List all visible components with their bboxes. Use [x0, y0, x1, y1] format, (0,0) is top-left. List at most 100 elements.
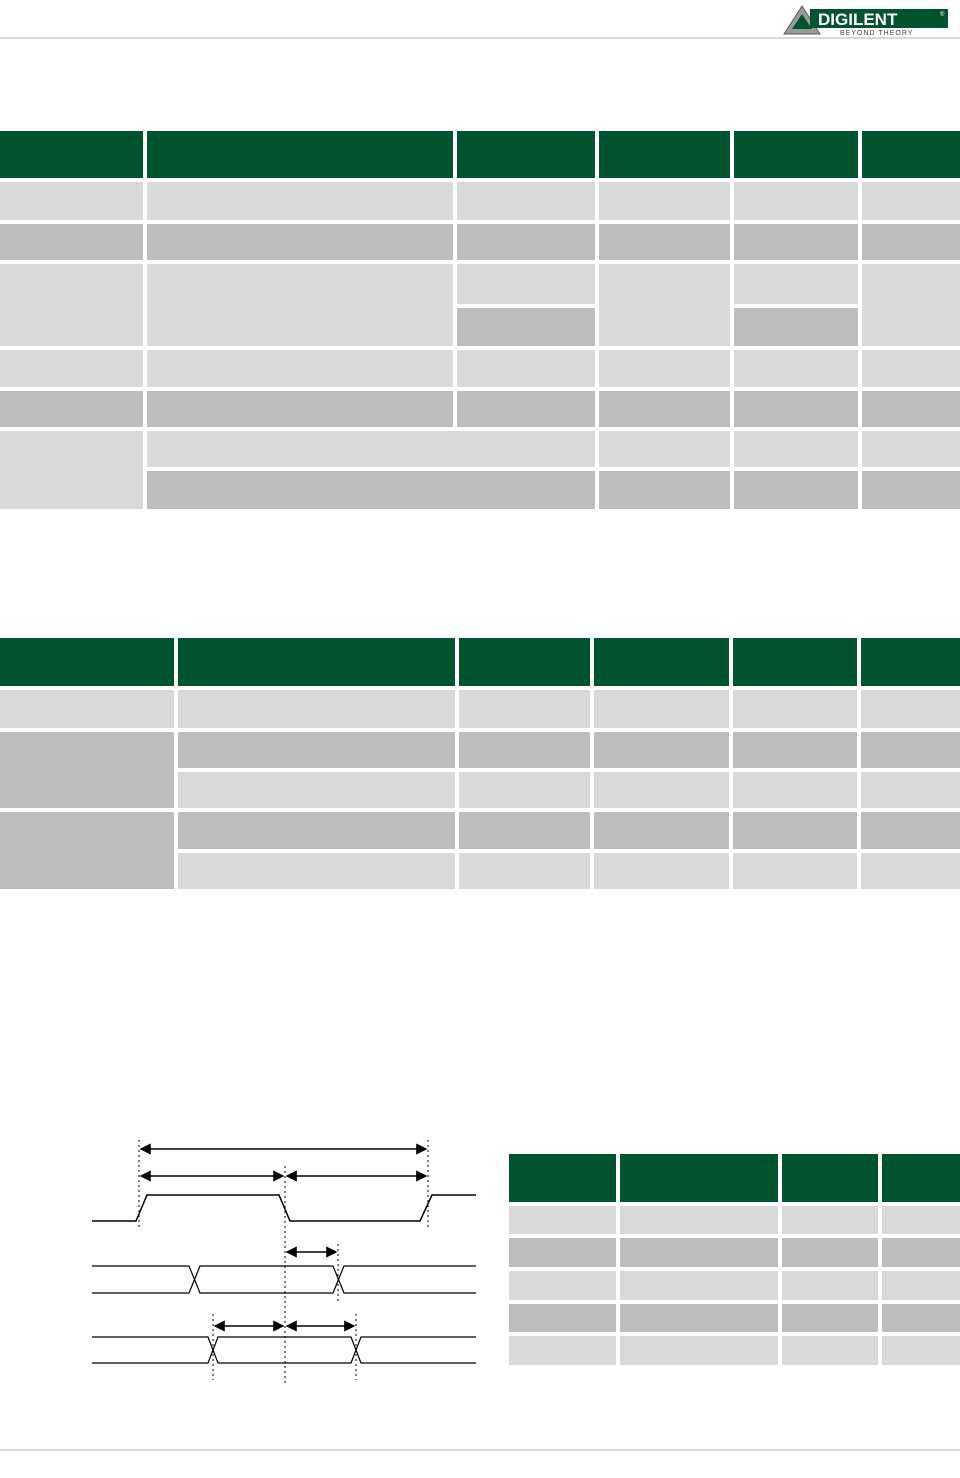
table-cell [861, 853, 960, 889]
table-cell [782, 1238, 878, 1267]
table-cell [594, 690, 729, 728]
table-cell [734, 308, 858, 346]
table-cell [178, 812, 455, 849]
table-cell [734, 391, 858, 427]
table-cell [599, 350, 730, 387]
table-cell [861, 772, 960, 808]
table-header-cell [509, 1154, 616, 1202]
timing-arrows [139, 1143, 428, 1332]
table-header-cell [599, 131, 730, 178]
table-cell [0, 350, 143, 387]
table-cell [178, 853, 455, 889]
data-signal-1 [92, 1265, 476, 1294]
table-cell [457, 224, 595, 260]
table-cell [733, 690, 857, 728]
table-header-cell [0, 131, 143, 178]
table-cell [862, 350, 960, 387]
table-cell [733, 772, 857, 808]
table-cell [509, 1271, 616, 1300]
table-cell [594, 772, 729, 808]
footer-divider [0, 1449, 960, 1451]
table-cell [457, 264, 595, 304]
table-cell [509, 1304, 616, 1332]
table-cell [147, 350, 453, 387]
table-cell [862, 431, 960, 467]
table-cell [862, 471, 960, 509]
table-cell [861, 812, 960, 849]
table-cell [734, 471, 858, 509]
table-cell [882, 1206, 960, 1234]
table-cell [734, 264, 858, 304]
table-cell [620, 1271, 778, 1300]
table-cell [457, 391, 595, 427]
table-cell [0, 690, 174, 728]
table-header-cell [457, 131, 595, 178]
table-cell [457, 350, 595, 387]
table-header-cell [862, 131, 960, 178]
table-header-cell [147, 131, 453, 178]
table-cell [459, 772, 590, 808]
table-header-cell [782, 1154, 878, 1202]
table-cell [178, 732, 455, 768]
clock-signal [92, 1194, 476, 1222]
table-cell [882, 1271, 960, 1300]
table-cell [509, 1336, 616, 1365]
table-cell [599, 391, 730, 427]
svg-text:DIGILENT: DIGILENT [818, 10, 898, 29]
table-cell [509, 1206, 616, 1234]
table-cell [459, 690, 590, 728]
table-cell [147, 391, 453, 427]
table-cell [178, 690, 455, 728]
table-cell [459, 853, 590, 889]
table-header-cell [0, 638, 174, 686]
table-cell [782, 1271, 878, 1300]
table-cell [0, 732, 174, 808]
table-cell [0, 264, 143, 346]
table-cell [882, 1336, 960, 1365]
header-divider [0, 37, 960, 39]
table-cell [147, 431, 595, 467]
table-cell [862, 224, 960, 260]
table-cell [882, 1238, 960, 1267]
digilent-logo: DIGILENT ® BEYOND THEORY [783, 5, 948, 37]
table-cell [0, 812, 174, 889]
table-cell [0, 182, 143, 220]
table-cell [734, 431, 858, 467]
table-header-cell [734, 131, 858, 178]
table-header-cell [594, 638, 729, 686]
table-cell [147, 264, 453, 346]
table-cell [620, 1304, 778, 1332]
table-cell [594, 853, 729, 889]
table-cell [147, 224, 453, 260]
table-cell [620, 1206, 778, 1234]
table-cell [509, 1238, 616, 1267]
table-cell [459, 812, 590, 849]
table-cell [733, 812, 857, 849]
table-cell [457, 308, 595, 346]
table-cell [620, 1238, 778, 1267]
svg-text:®: ® [940, 11, 945, 18]
table-cell [599, 471, 730, 509]
table-cell [782, 1206, 878, 1234]
table-cell [599, 264, 730, 346]
table-cell [734, 182, 858, 220]
table-cell [599, 182, 730, 220]
table-cell [457, 182, 595, 220]
table-header-cell [620, 1154, 778, 1202]
table-cell [861, 690, 960, 728]
table-cell [862, 182, 960, 220]
table-cell [0, 431, 143, 509]
table-header-cell [178, 638, 455, 686]
table-cell [862, 391, 960, 427]
table-cell [178, 772, 455, 808]
table-cell [733, 732, 857, 768]
table-cell [459, 732, 590, 768]
table-cell [599, 431, 730, 467]
timing-guides [138, 1140, 429, 1385]
table-cell [620, 1336, 778, 1365]
table-cell [782, 1336, 878, 1365]
table-header-cell [459, 638, 590, 686]
table-header-cell [861, 638, 960, 686]
table-cell [862, 264, 960, 346]
table-cell [599, 224, 730, 260]
